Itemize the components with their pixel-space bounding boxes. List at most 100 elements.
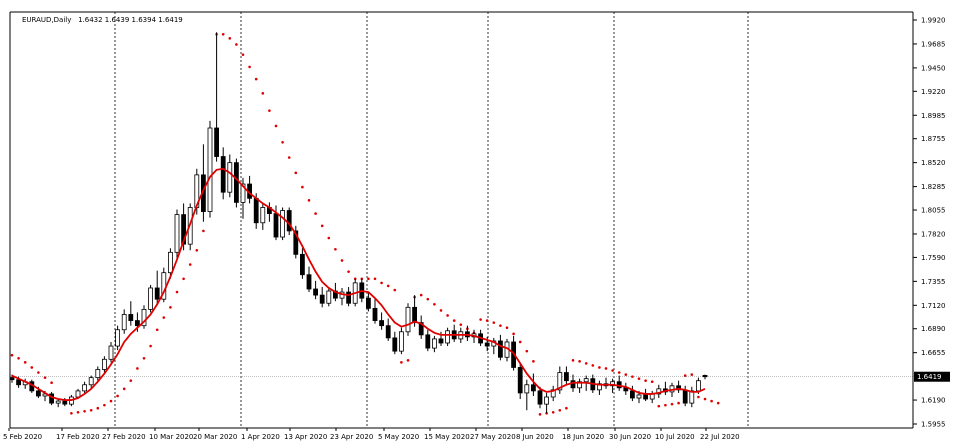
bull-candle — [557, 372, 563, 391]
sar-dot — [565, 406, 568, 410]
bear-candle — [365, 297, 371, 309]
bear-candle — [438, 338, 444, 344]
time-tick-label: 27 May 2020 — [470, 433, 516, 441]
bull-candle — [583, 378, 589, 383]
sar-dot — [452, 319, 456, 322]
sar-dot — [76, 410, 80, 414]
sar-dot — [697, 395, 700, 399]
bull-candle — [174, 214, 180, 253]
time-tick-label: 10 Mar 2020 — [149, 433, 193, 441]
time-tick-label: 27 Feb 2020 — [102, 433, 146, 441]
time-tick-label: 10 Jul 2020 — [655, 433, 695, 441]
sar-dot — [598, 366, 601, 369]
bear-candle — [181, 214, 187, 245]
sar-dot — [175, 290, 179, 294]
bear-candle — [537, 390, 543, 405]
bear-candle — [392, 337, 398, 352]
bear-candle — [630, 390, 635, 399]
sar-dot — [578, 360, 581, 363]
bear-candle — [134, 320, 140, 327]
sar-dot — [109, 399, 113, 403]
bull-candle — [115, 329, 120, 347]
bull-candle — [550, 389, 556, 398]
bull-candle — [240, 183, 246, 203]
sar-dot — [703, 397, 707, 401]
bear-candle — [570, 380, 576, 389]
sar-dot — [340, 259, 344, 262]
price-tick-label: 1.8755 — [921, 135, 946, 143]
sar-dot — [631, 375, 634, 378]
bull-candle — [445, 330, 451, 344]
bull-candle — [544, 396, 549, 405]
sar-dot — [83, 409, 86, 413]
sar-dot — [274, 124, 278, 128]
bull-candle — [102, 358, 107, 370]
sar-dot — [499, 324, 502, 327]
price-tick-label: 1.9685 — [921, 40, 946, 48]
sar-dot — [637, 377, 641, 380]
price-tick-label: 1.8055 — [921, 207, 946, 215]
bear-candle — [676, 385, 681, 391]
current-price-label: 1.6419 — [917, 373, 942, 381]
bull-candle — [121, 314, 127, 331]
sar-dot — [380, 281, 383, 285]
sar-dot — [162, 316, 166, 319]
price-tick-label: 1.8520 — [921, 159, 946, 167]
bear-candle — [497, 340, 503, 358]
chart-header: EURAUD,Daily 1.6432 1.6439 1.6394 1.6419 — [22, 16, 183, 24]
sar-dot — [149, 344, 152, 348]
sar-dot — [485, 319, 489, 322]
time-tick-label: 15 May 2020 — [424, 433, 470, 441]
bull-candle — [398, 331, 404, 352]
sar-dot — [373, 277, 377, 281]
sar-dot — [268, 109, 271, 112]
current-price-marker: 1.6419 — [914, 371, 950, 382]
bull-candle — [75, 390, 81, 398]
bull-candle — [82, 384, 87, 392]
bull-candle — [95, 369, 101, 379]
sar-dot — [551, 410, 555, 414]
bear-candle — [306, 274, 312, 290]
time-tick-label: 23 Apr 2020 — [330, 433, 373, 441]
bull-candle — [227, 162, 233, 193]
time-tick-label: 5 Feb 2020 — [3, 433, 42, 441]
sar-dot — [657, 404, 661, 408]
bull-candle — [405, 306, 411, 333]
time-axis-labels: 5 Feb 2020 17 Feb 2020 27 Feb 2020 10 Mar 2… — [3, 428, 740, 441]
sar-dot — [195, 248, 199, 252]
bear-candle — [220, 156, 226, 193]
moving-average-series — [11, 167, 706, 401]
sar-dot — [307, 199, 311, 202]
sar-dot — [386, 284, 390, 288]
price-tick-label: 1.6655 — [921, 349, 946, 357]
sar-dot — [479, 318, 482, 321]
moving-average-line — [11, 167, 706, 401]
price-tick-label: 1.8285 — [921, 183, 946, 191]
sar-dot — [43, 376, 47, 379]
sar-dot — [617, 371, 621, 374]
price-axis-labels: 1.9920 1.9685 1.9450 1.9220 1.8985 1.8755 1.85… — [913, 17, 946, 429]
bull-candle — [108, 345, 114, 360]
sar-dot — [433, 302, 436, 306]
bear-candle — [293, 230, 299, 255]
bear-candle — [418, 322, 424, 336]
bull-candle — [524, 384, 530, 394]
bear-candle — [372, 307, 378, 321]
sar-dot — [235, 43, 238, 46]
sar-dot — [294, 171, 298, 175]
bear-candle — [484, 342, 490, 347]
bull-candle — [610, 381, 615, 387]
sar-dot — [512, 332, 515, 336]
sar-dot — [406, 359, 410, 362]
open-value: 1.6432 — [78, 16, 103, 24]
sar-dot — [287, 156, 291, 159]
sar-dot — [664, 403, 667, 407]
sar-dot — [650, 380, 654, 384]
sar-dot — [525, 349, 529, 353]
sar-dot — [254, 77, 258, 81]
time-tick-label: 20 Mar 2020 — [193, 433, 237, 441]
bull-candle — [689, 390, 695, 404]
bull-candle — [696, 380, 701, 392]
